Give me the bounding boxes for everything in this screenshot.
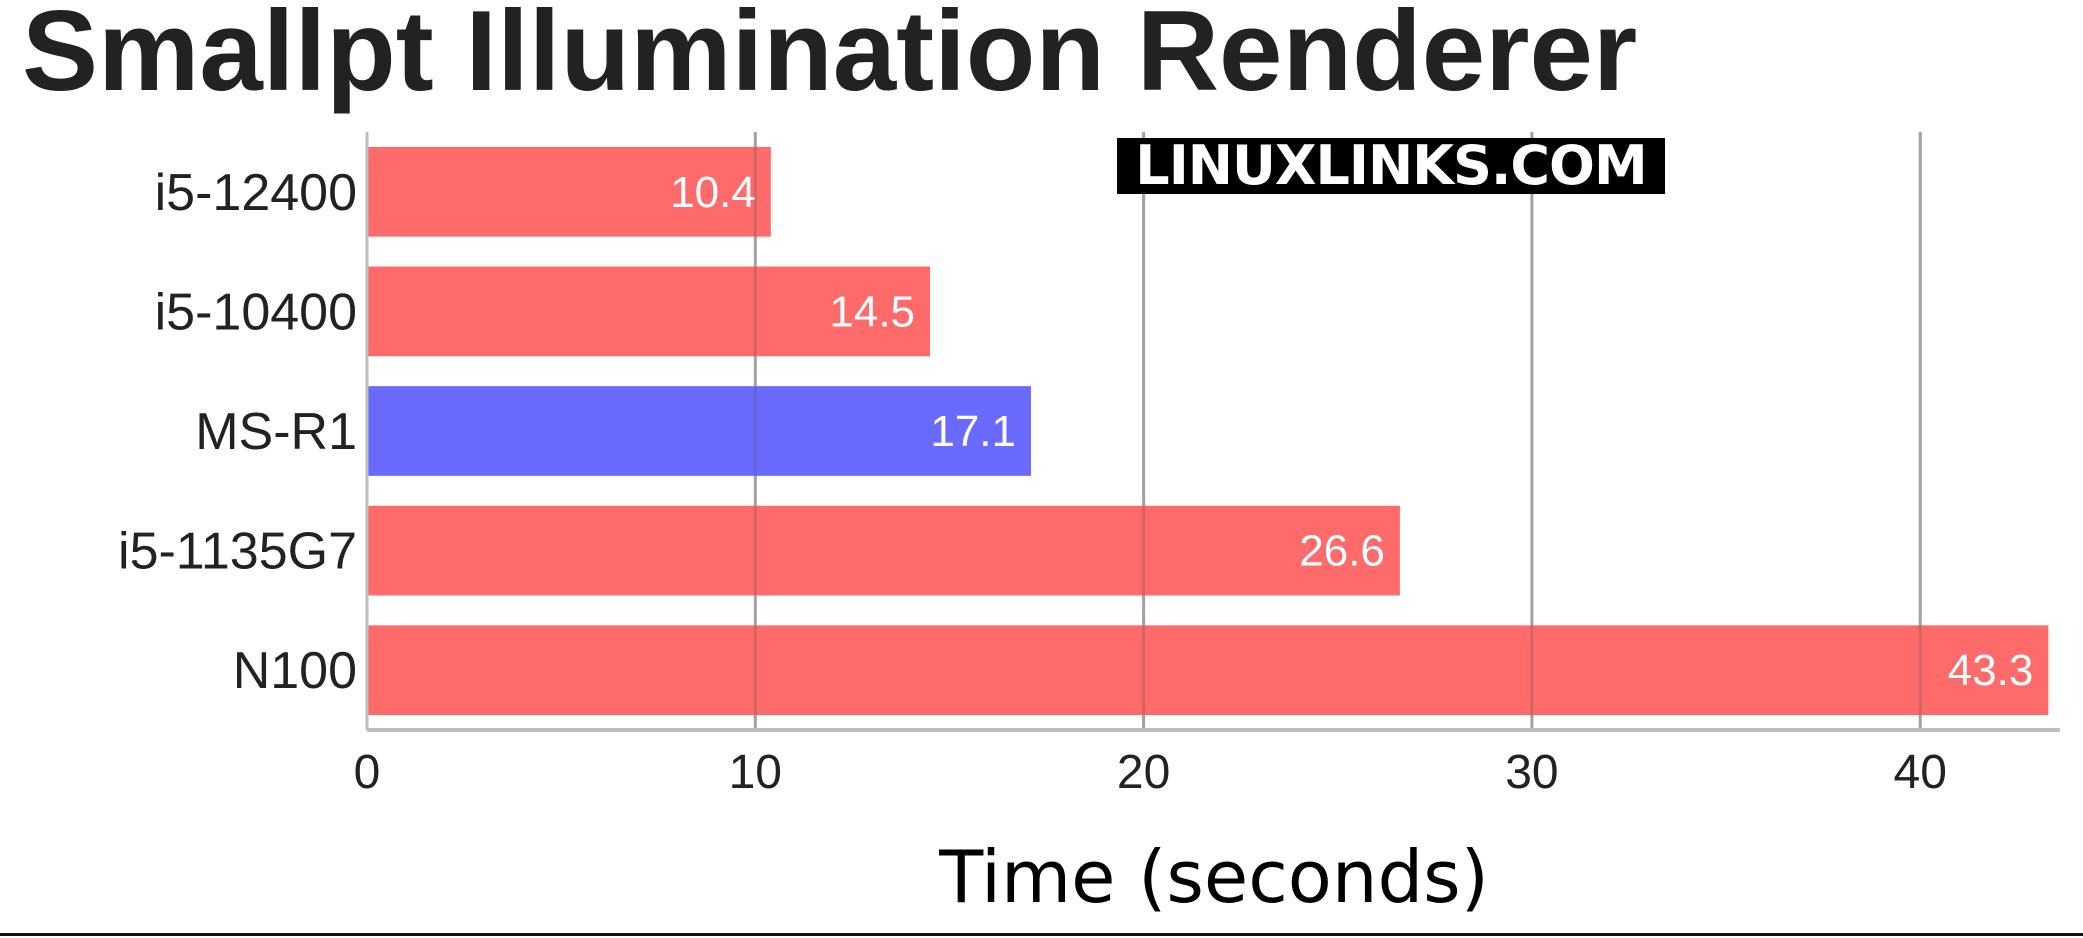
category-label-i5-10400: i5-10400 <box>155 283 357 341</box>
category-label-i5-1135g7: i5-1135G7 <box>118 523 357 581</box>
chart-title: Smallpt Illumination Renderer <box>22 0 1638 115</box>
bar-ms-r1 <box>367 386 1031 476</box>
x-tick-label-0: 0 <box>354 746 381 799</box>
bottom-rule <box>0 933 2083 936</box>
bar-i5-1135g7 <box>367 505 1400 596</box>
x-axis-title: Time (seconds) <box>938 835 1489 919</box>
bar-i5-10400 <box>367 266 931 357</box>
x-tick-label-30: 30 <box>1505 746 1558 799</box>
value-label-i5-10400: 14.5 <box>829 287 915 336</box>
value-label-i5-12400: 10.4 <box>670 168 756 217</box>
category-label-n100: N100 <box>233 642 357 700</box>
value-label-i5-1135g7: 26.6 <box>1299 527 1385 576</box>
x-tick-label-20: 20 <box>1117 746 1170 799</box>
watermark-logo: LINUXLINKS.COM <box>1117 138 1665 194</box>
category-label-ms-r1: MS-R1 <box>195 403 357 461</box>
grid-line-overlay <box>753 132 1922 730</box>
x-tick-label-40: 40 <box>1894 746 1947 799</box>
category-labels: i5-12400 i5-10400 MS-R1 i5-1135G7 N100 <box>118 164 357 700</box>
x-tick-label-10: 10 <box>729 746 782 799</box>
bar-i5-12400 <box>367 146 771 237</box>
category-label-i5-12400: i5-12400 <box>155 164 357 222</box>
bars: 10.4 14.5 17.1 26.6 43.3 <box>367 146 2049 716</box>
x-tick-labels: 0 10 20 30 40 <box>354 746 1947 799</box>
value-label-n100: 43.3 <box>1948 646 2034 695</box>
bar-n100 <box>367 625 2049 716</box>
value-label-ms-r1: 17.1 <box>930 407 1016 456</box>
